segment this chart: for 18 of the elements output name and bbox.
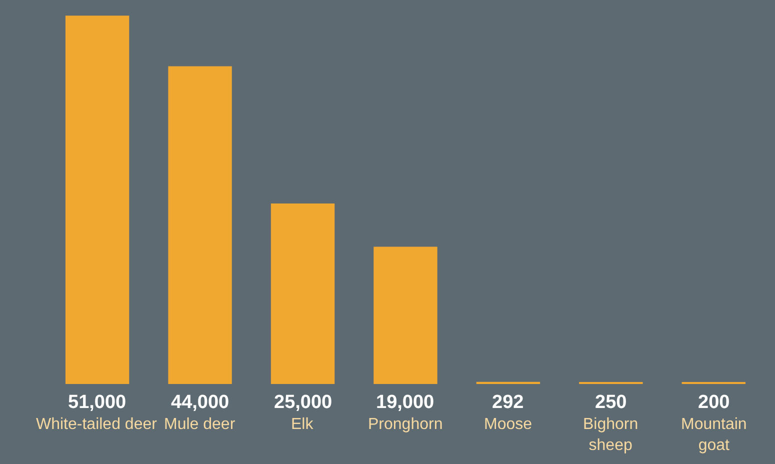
x-tick-label: White-tailed deer <box>36 416 158 433</box>
bar <box>374 246 438 384</box>
bar <box>168 66 232 384</box>
x-tick-label: Moose <box>484 416 532 433</box>
data-label: 51,000 <box>68 392 126 413</box>
data-label: 250 <box>595 392 627 413</box>
bar <box>65 16 130 384</box>
x-tick-label: Mountain goat <box>681 416 747 454</box>
bar <box>270 203 335 384</box>
x-tick-label: Elk <box>291 416 314 433</box>
x-tick-label: Bighorn sheep <box>583 416 638 454</box>
x-tick-label: Mule deer <box>164 416 236 433</box>
data-label: 25,000 <box>274 392 332 413</box>
data-label: 19,000 <box>376 392 434 413</box>
data-label: 200 <box>698 392 730 413</box>
data-label: 44,000 <box>171 392 230 413</box>
data-label: 292 <box>492 392 524 413</box>
x-tick-label: Pronghorn <box>368 416 443 433</box>
